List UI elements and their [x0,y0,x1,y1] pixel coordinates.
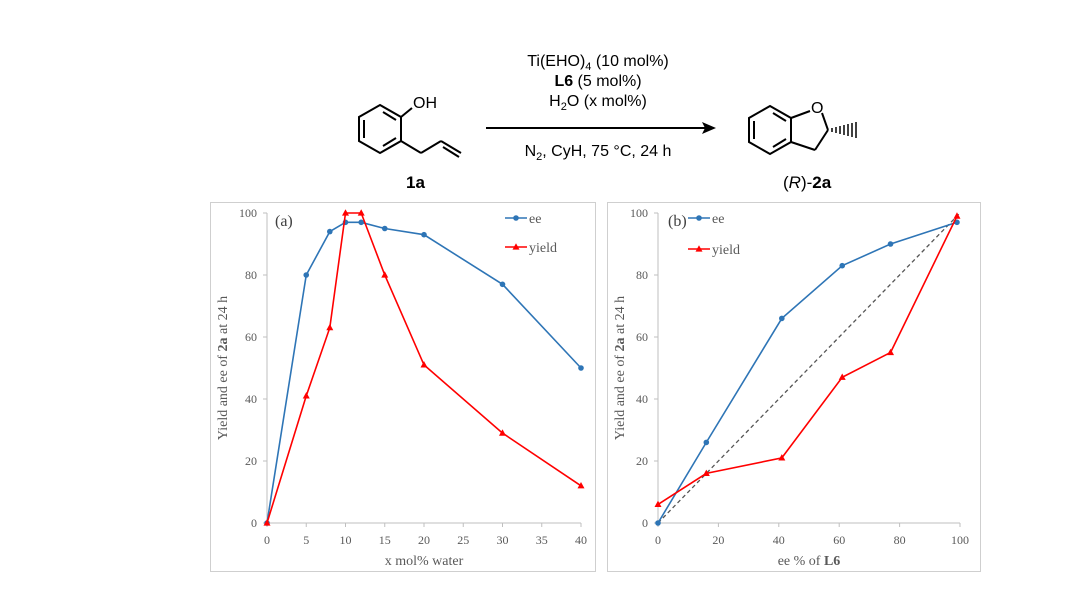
x-tick-label: 10 [340,533,352,547]
reactant-label: 1a [406,173,425,192]
data-point-ee [839,262,846,269]
data-point-yield [381,271,389,278]
chart-a-svg: 0 20 40 60 80 100 0 5 10 15 20 25 30 35 40 x mol% water… [216,206,587,569]
legend-swatch-marker [512,243,520,250]
y-axis-label: Yield and ee of 2a at 24 h [216,296,231,440]
reactant-structure [358,103,462,158]
data-point-ee [703,439,710,446]
data-point-ee [327,228,333,235]
product-label: (R)-2a [783,173,832,192]
hydroxyl-label: OH [413,95,437,112]
x-tick-label: 100 [951,533,969,547]
data-point-ee [499,281,506,288]
x-tick-label: 15 [379,533,391,547]
chart-panel-b: 0 20 40 60 80 100 0 20 40 60 80 100 ee % of L6 Yield … [607,202,981,572]
y-tick-label: 100 [239,206,257,220]
y-tick-label: 20 [245,454,257,468]
data-point-yield [263,519,271,526]
x-axis-label: x mol% water [385,554,464,569]
reagent-line-1: Ti(EHO)4 (10 mol%) [527,53,669,73]
y-axis-label: Yield and ee of 2a at 24 h [613,296,628,440]
data-point-ee [358,219,364,226]
x-tick-label: 20 [418,533,430,547]
data-point-yield [838,373,846,380]
data-point-yield [357,209,365,216]
hashed-wedge-bond [831,122,857,138]
x-tick-label: 80 [894,533,906,547]
x-tick-label: 5 [303,533,309,547]
x-tick-label: 35 [536,533,548,547]
x-tick-label: 20 [712,533,724,547]
reaction-conditions: N2, CyH, 75 °C, 24 h [525,143,672,163]
data-point-yield [887,348,895,356]
data-point-yield [654,500,662,507]
reaction-scheme: OH 1a Ti(EHO)4 (10 mol%) L6 (5 mol%) H2O… [358,53,857,192]
data-point-ee [303,272,310,278]
x-tick-label: 60 [833,533,845,547]
data-point-ee [381,225,388,232]
data-point-yield [342,209,349,216]
y-tick-label: 40 [245,392,257,406]
data-point-ee [421,231,427,238]
x-axis-label: ee % of L6 [778,554,841,569]
data-point-yield [577,482,585,489]
data-point-ee [779,315,785,322]
legend-entry-label: yield [529,241,557,256]
y-tick-label: 100 [630,206,648,220]
data-point-ee [954,219,960,226]
series-line-ee [657,221,958,524]
y-tick-label: 20 [636,454,648,468]
y-tick-label: 60 [245,330,257,344]
y-tick-label: 80 [245,268,257,282]
panel-label: (b) [668,213,687,230]
data-point-yield [499,429,506,436]
data-point-ee [655,520,661,526]
legend-entry-label: ee [712,212,724,227]
panel-label: (a) [275,213,293,230]
x-tick-label: 40 [773,533,785,547]
data-point-yield [778,454,786,461]
data-point-ee [887,241,894,247]
x-tick-label: 30 [497,533,509,547]
y-tick-label: 0 [642,516,648,530]
chart-panel-a: 0 20 40 60 80 100 0 5 10 15 20 25 30 35 40 x mol% water… [210,202,596,572]
series-line-yield [657,215,958,506]
data-point-yield [326,323,334,331]
legend-swatch-marker [513,215,519,221]
legend-swatch-marker [695,245,703,252]
x-tick-label: 0 [264,533,270,547]
data-point-yield [302,392,310,399]
legend-entry-label: yield [712,243,740,258]
chart-b-svg: 0 20 40 60 80 100 0 20 40 60 80 100 ee % of L6 Yield … [613,206,969,569]
data-point-ee [578,365,584,371]
product-structure [748,104,829,156]
x-tick-label: 25 [457,533,469,547]
y-tick-label: 40 [636,392,648,406]
y-tick-label: 0 [251,516,257,530]
reagent-line-3: H2O (x mol%) [549,93,647,113]
y-tick-label: 80 [636,268,648,282]
parity-reference-line [657,212,961,524]
legend-swatch-marker [696,215,702,221]
x-tick-label: 40 [575,533,587,547]
legend-entry-label: ee [529,212,541,227]
ring-oxygen-label: O [811,100,823,117]
reagent-line-2: L6 (5 mol%) [554,73,641,90]
y-tick-label: 60 [636,330,648,344]
reaction-arrow [486,122,716,134]
data-point-yield [702,469,710,476]
x-tick-label: 0 [655,533,661,547]
data-point-yield [420,361,428,368]
data-point-yield [953,212,961,219]
